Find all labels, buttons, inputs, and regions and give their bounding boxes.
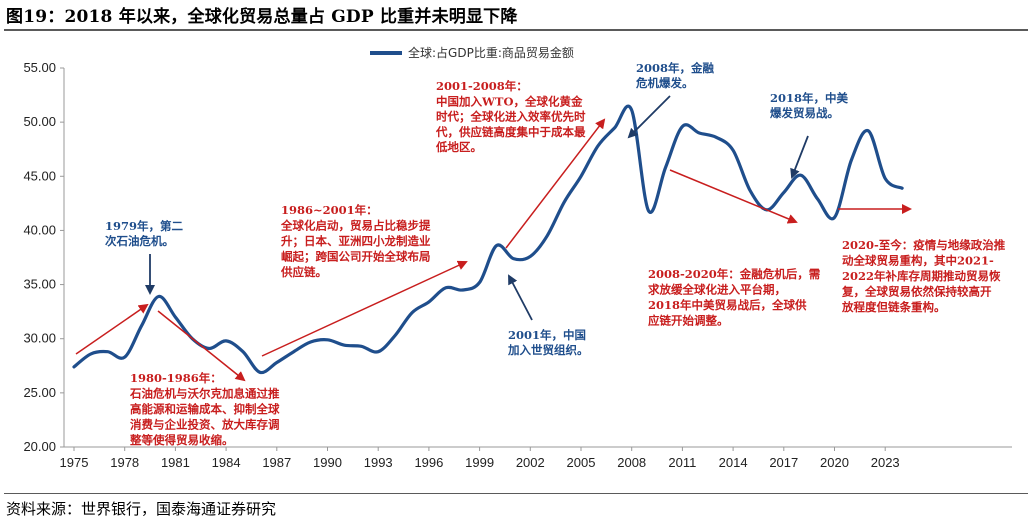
annotation-line: 加入世贸组织。 <box>507 343 589 357</box>
bottom-rule <box>4 493 1028 494</box>
annotation-line: 2008年，金融 <box>636 61 715 75</box>
series-line-trade-share <box>72 104 904 375</box>
x-tick-label: 2020 <box>820 455 849 470</box>
annotation-line: 2008-2020年：金融危机后，需 <box>648 267 821 281</box>
annotation-texts: 1979年，第二次石油危机。 1980-1986年： 石油危机与沃尔克加息通过推高能… <box>105 61 1006 447</box>
red-trend-arrow <box>505 118 606 249</box>
x-tick-label: 2002 <box>516 455 545 470</box>
red-trend-arrow <box>75 303 149 355</box>
x-tick-label: 1987 <box>262 455 291 470</box>
annotation-line: 2020-至今：疫情与地缘政治推 <box>842 238 1006 252</box>
blue-event-arrow <box>790 135 809 179</box>
x-tick-label: 2008 <box>617 455 646 470</box>
annotation-line: 求放缓全球化进入平台期， <box>648 283 786 297</box>
plot-frame <box>63 68 1012 448</box>
x-tick-label: 2005 <box>567 455 596 470</box>
annotation-line: 1980-1986年： <box>130 371 222 385</box>
annotation-line: 应链开始调整。 <box>648 314 729 328</box>
x-tick-label: 1993 <box>364 455 393 470</box>
annotation-line: 复，全球贸易依然保持较高开 <box>841 285 992 299</box>
y-tick-label: 20.00 <box>23 439 56 454</box>
annotation-line: 2001年，中国 <box>508 328 586 342</box>
legend: 全球:占GDP比重:商品贸易金额 <box>370 45 574 60</box>
x-tick-label: 2011 <box>668 455 696 470</box>
y-tick-label: 40.00 <box>23 222 56 237</box>
source-note: 资料来源：世界银行，国泰海通证券研究 <box>6 500 277 518</box>
x-tick-label: 2017 <box>769 455 798 470</box>
top-rule <box>4 29 1028 31</box>
blue-event-arrow <box>508 274 533 321</box>
annotation-line: 1986~2001年： <box>281 203 378 217</box>
annotation-line: 低地区。 <box>435 140 482 154</box>
annotation-line: 供应链。 <box>280 265 327 279</box>
y-tick-label: 25.00 <box>23 385 56 400</box>
annotation-line: 时代；全球化进入效率优先时 <box>436 110 586 124</box>
annotation-line: 2022年补库存周期推动贸易恢 <box>842 269 1001 283</box>
annotation-line: 动全球贸易重构，其中2021- <box>842 254 994 268</box>
y-tick-label: 30.00 <box>23 331 56 346</box>
red-trend-arrow <box>157 310 246 382</box>
annotation-5: 2001年，中国加入世贸组织。 <box>507 328 589 357</box>
annotation-4: 2001-2008年：中国加入WTO，全球化黄金时代；全球化进入效率优先时代，供… <box>435 79 586 154</box>
annotation-2: 1980-1986年： 石油危机与沃尔克加息通过推高能源和运输成本、抑制全球消费与… <box>129 371 280 447</box>
annotation-line: 消费与企业投资、放大库存调 <box>130 418 280 432</box>
y-tick-label: 50.00 <box>23 114 56 129</box>
annotation-line: 危机爆发。 <box>635 76 694 90</box>
trade-share-line-chart: 20.00 25.00 30.00 35.00 40.00 45.00 50.00 55.00… <box>23 45 1012 470</box>
x-tick-label: 1975 <box>60 455 89 470</box>
x-tick-label: 2014 <box>719 455 748 470</box>
annotation-line: 1979年，第二 <box>105 219 184 233</box>
annotation-line: 中国加入WTO，全球化黄金 <box>436 94 583 108</box>
x-tick-label: 1999 <box>465 455 494 470</box>
x-tick-label: 1981 <box>161 455 190 470</box>
annotation-line: 代，供应链高度集中于成本最 <box>435 125 586 139</box>
annotation-9: 2020-至今：疫情与地缘政治推动全球贸易重构，其中2021-2022年补库存周… <box>841 238 1006 314</box>
annotation-arrows <box>75 95 912 382</box>
annotation-line: 放程度但链条重构。 <box>841 300 946 314</box>
y-axis: 20.00 25.00 30.00 35.00 40.00 45.00 50.00 55.00 <box>23 60 64 454</box>
legend-label: 全球:占GDP比重:商品贸易金额 <box>408 45 574 60</box>
series-layer <box>72 104 904 375</box>
y-tick-label: 35.00 <box>23 277 56 292</box>
annotation-line: 次石油危机。 <box>105 234 174 248</box>
annotation-7: 2008-2020年：金融危机后，需求放缓全球化进入平台期， 2018年中美贸易战… <box>648 267 821 328</box>
x-tick-label: 1996 <box>414 455 443 470</box>
annotation-line: 整等使得贸易收缩。 <box>129 433 234 447</box>
x-tick-label: 2023 <box>871 455 900 470</box>
annotation-line: 2001-2008年： <box>436 79 528 93</box>
annotation-6: 2008年，金融危机爆发。 <box>635 61 715 90</box>
x-tick-label: 1990 <box>313 455 342 470</box>
red-trend-arrow <box>261 260 468 357</box>
annotation-line: 全球化启动，贸易占比稳步提 <box>280 219 431 233</box>
y-tick-label: 55.00 <box>23 60 56 75</box>
annotation-line: 爆发贸易战。 <box>770 106 839 120</box>
annotation-line: 2018年，中美 <box>770 91 849 105</box>
y-tick-label: 45.00 <box>23 168 56 183</box>
annotation-line: 高能源和运输成本、抑制全球 <box>130 402 280 416</box>
annotation-1: 1979年，第二次石油危机。 <box>105 219 184 248</box>
x-tick-label: 1978 <box>110 455 139 470</box>
figure-title: 图19：2018 年以来，全球化贸易总量占 GDP 比重并未明显下降 <box>6 7 518 27</box>
annotation-line: 崛起；跨国公司开始全球布局 <box>281 250 431 264</box>
x-tick-label: 1984 <box>212 455 241 470</box>
blue-event-arrow <box>627 95 671 139</box>
annotation-3: 1986~2001年： 全球化启动，贸易占比稳步提升；日本、亚洲四小龙制造业崛起；… <box>280 203 431 279</box>
red-trend-arrow <box>669 169 798 224</box>
annotation-8: 2018年，中美爆发贸易战。 <box>770 91 849 120</box>
x-axis: 1975 1978 1981 1984 1987 1990 1993 1996 1999 2002… <box>60 447 900 470</box>
annotation-line: 升；日本、亚洲四小龙制造业 <box>281 234 431 248</box>
annotation-line: 2018年中美贸易战后，全球供 <box>648 298 807 312</box>
annotation-line: 石油危机与沃尔克加息通过推 <box>129 387 280 401</box>
